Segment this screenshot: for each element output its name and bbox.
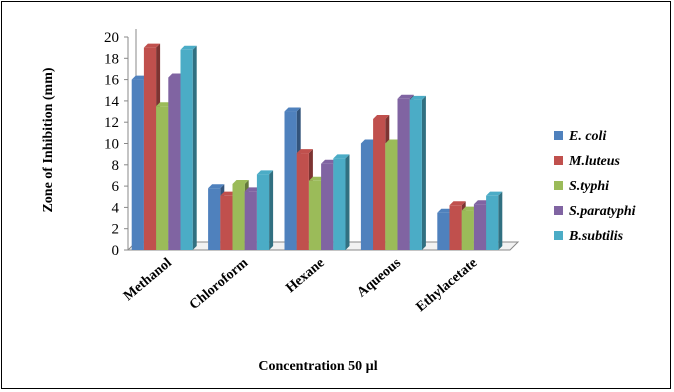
- bar-top: [473, 200, 491, 205]
- bar-front: [131, 79, 144, 250]
- x-category-label: Hexane: [283, 256, 327, 296]
- bar: [409, 95, 426, 251]
- bar-top: [220, 191, 237, 196]
- bar-front: [156, 106, 169, 250]
- bar: [256, 170, 274, 250]
- legend-swatch: [554, 206, 563, 215]
- y-tick-label: 6: [112, 179, 120, 195]
- y-tick-label: 8: [112, 158, 120, 174]
- y-tick-label: 14: [104, 94, 120, 110]
- y-tick-label: 4: [112, 200, 120, 216]
- bar-top: [373, 115, 390, 120]
- legend-label: E. coli: [568, 129, 606, 144]
- chart-legend: E. coli M.luteus S.typhi S.paratyphi B.subti…: [554, 129, 636, 244]
- legend-label: S.typhi: [569, 179, 609, 194]
- bar-front: [486, 195, 499, 250]
- legend-swatch: [554, 131, 563, 140]
- y-tick-label: 12: [104, 115, 119, 131]
- legend-swatch: [554, 181, 563, 190]
- bar: [180, 45, 197, 250]
- bar-front: [180, 49, 193, 250]
- bar: [486, 191, 503, 250]
- chart-bars: [131, 43, 503, 251]
- bar-front: [397, 98, 410, 251]
- y-tick-label: 10: [104, 137, 119, 153]
- x-category-label: Methanol: [121, 256, 175, 305]
- y-tick-label: 0: [112, 243, 120, 259]
- y-tick-label: 20: [104, 30, 119, 46]
- legend-swatch: [554, 231, 563, 240]
- bar-top: [143, 43, 161, 48]
- y-tick-label: 2: [112, 222, 120, 238]
- bar-top: [333, 154, 350, 159]
- bar-front: [333, 158, 346, 250]
- bar-top: [296, 149, 313, 154]
- bar-top: [284, 107, 301, 112]
- bar-top: [461, 206, 478, 211]
- bar-top: [397, 94, 414, 99]
- bar-front: [321, 163, 334, 250]
- bar-top: [486, 191, 503, 196]
- bar-top: [385, 139, 402, 144]
- bar-front: [385, 143, 398, 250]
- bar-side: [192, 45, 197, 250]
- bar-front: [473, 204, 487, 250]
- x-category-label: Chloroform: [187, 255, 252, 313]
- bar-front: [232, 183, 245, 250]
- bar-top: [437, 208, 454, 213]
- bar-front: [437, 212, 450, 250]
- bar-side: [269, 170, 274, 250]
- bar-side: [498, 191, 503, 250]
- bar: [333, 154, 350, 250]
- bar-top: [360, 139, 378, 144]
- x-axis-title: Concentration 50 µl: [258, 359, 377, 374]
- bar-top: [168, 73, 185, 78]
- bar-front: [296, 153, 309, 250]
- bar-top: [308, 176, 326, 181]
- bar-top: [131, 75, 148, 80]
- bar-front: [208, 188, 221, 250]
- bar-top: [180, 45, 197, 50]
- bar-front: [143, 47, 157, 251]
- y-tick-label: 16: [104, 73, 120, 89]
- bar-front: [360, 143, 374, 250]
- bar-front: [244, 191, 257, 250]
- x-category-label: Aqueous: [354, 255, 404, 300]
- bar-top: [244, 187, 261, 192]
- legend-label: S.paratyphi: [569, 204, 636, 219]
- bar-top: [449, 201, 466, 206]
- bar-top: [321, 159, 338, 164]
- bar-top: [409, 95, 426, 100]
- legend-label: M.luteus: [568, 154, 621, 169]
- bar-front: [449, 205, 462, 250]
- bar-side: [345, 154, 350, 250]
- bar-front: [220, 195, 233, 250]
- bar-top: [156, 102, 173, 107]
- bar-front: [461, 210, 474, 250]
- y-tick-label: 18: [104, 51, 119, 67]
- legend-swatch: [554, 156, 563, 165]
- bar-top: [208, 184, 225, 189]
- bar-side: [421, 95, 426, 251]
- bar-top: [232, 179, 249, 184]
- bar-front: [168, 77, 181, 250]
- bar-front: [284, 111, 297, 250]
- bar-top: [256, 170, 274, 175]
- legend-label: B.subtilis: [568, 229, 624, 244]
- bar-front: [308, 180, 322, 250]
- bar-front: [256, 174, 270, 250]
- bar-front: [409, 99, 422, 251]
- y-axis-title: Zone of Inhibition (mm): [41, 67, 56, 212]
- bar-front: [373, 119, 386, 250]
- x-category-label: Ethylacetate: [414, 256, 481, 315]
